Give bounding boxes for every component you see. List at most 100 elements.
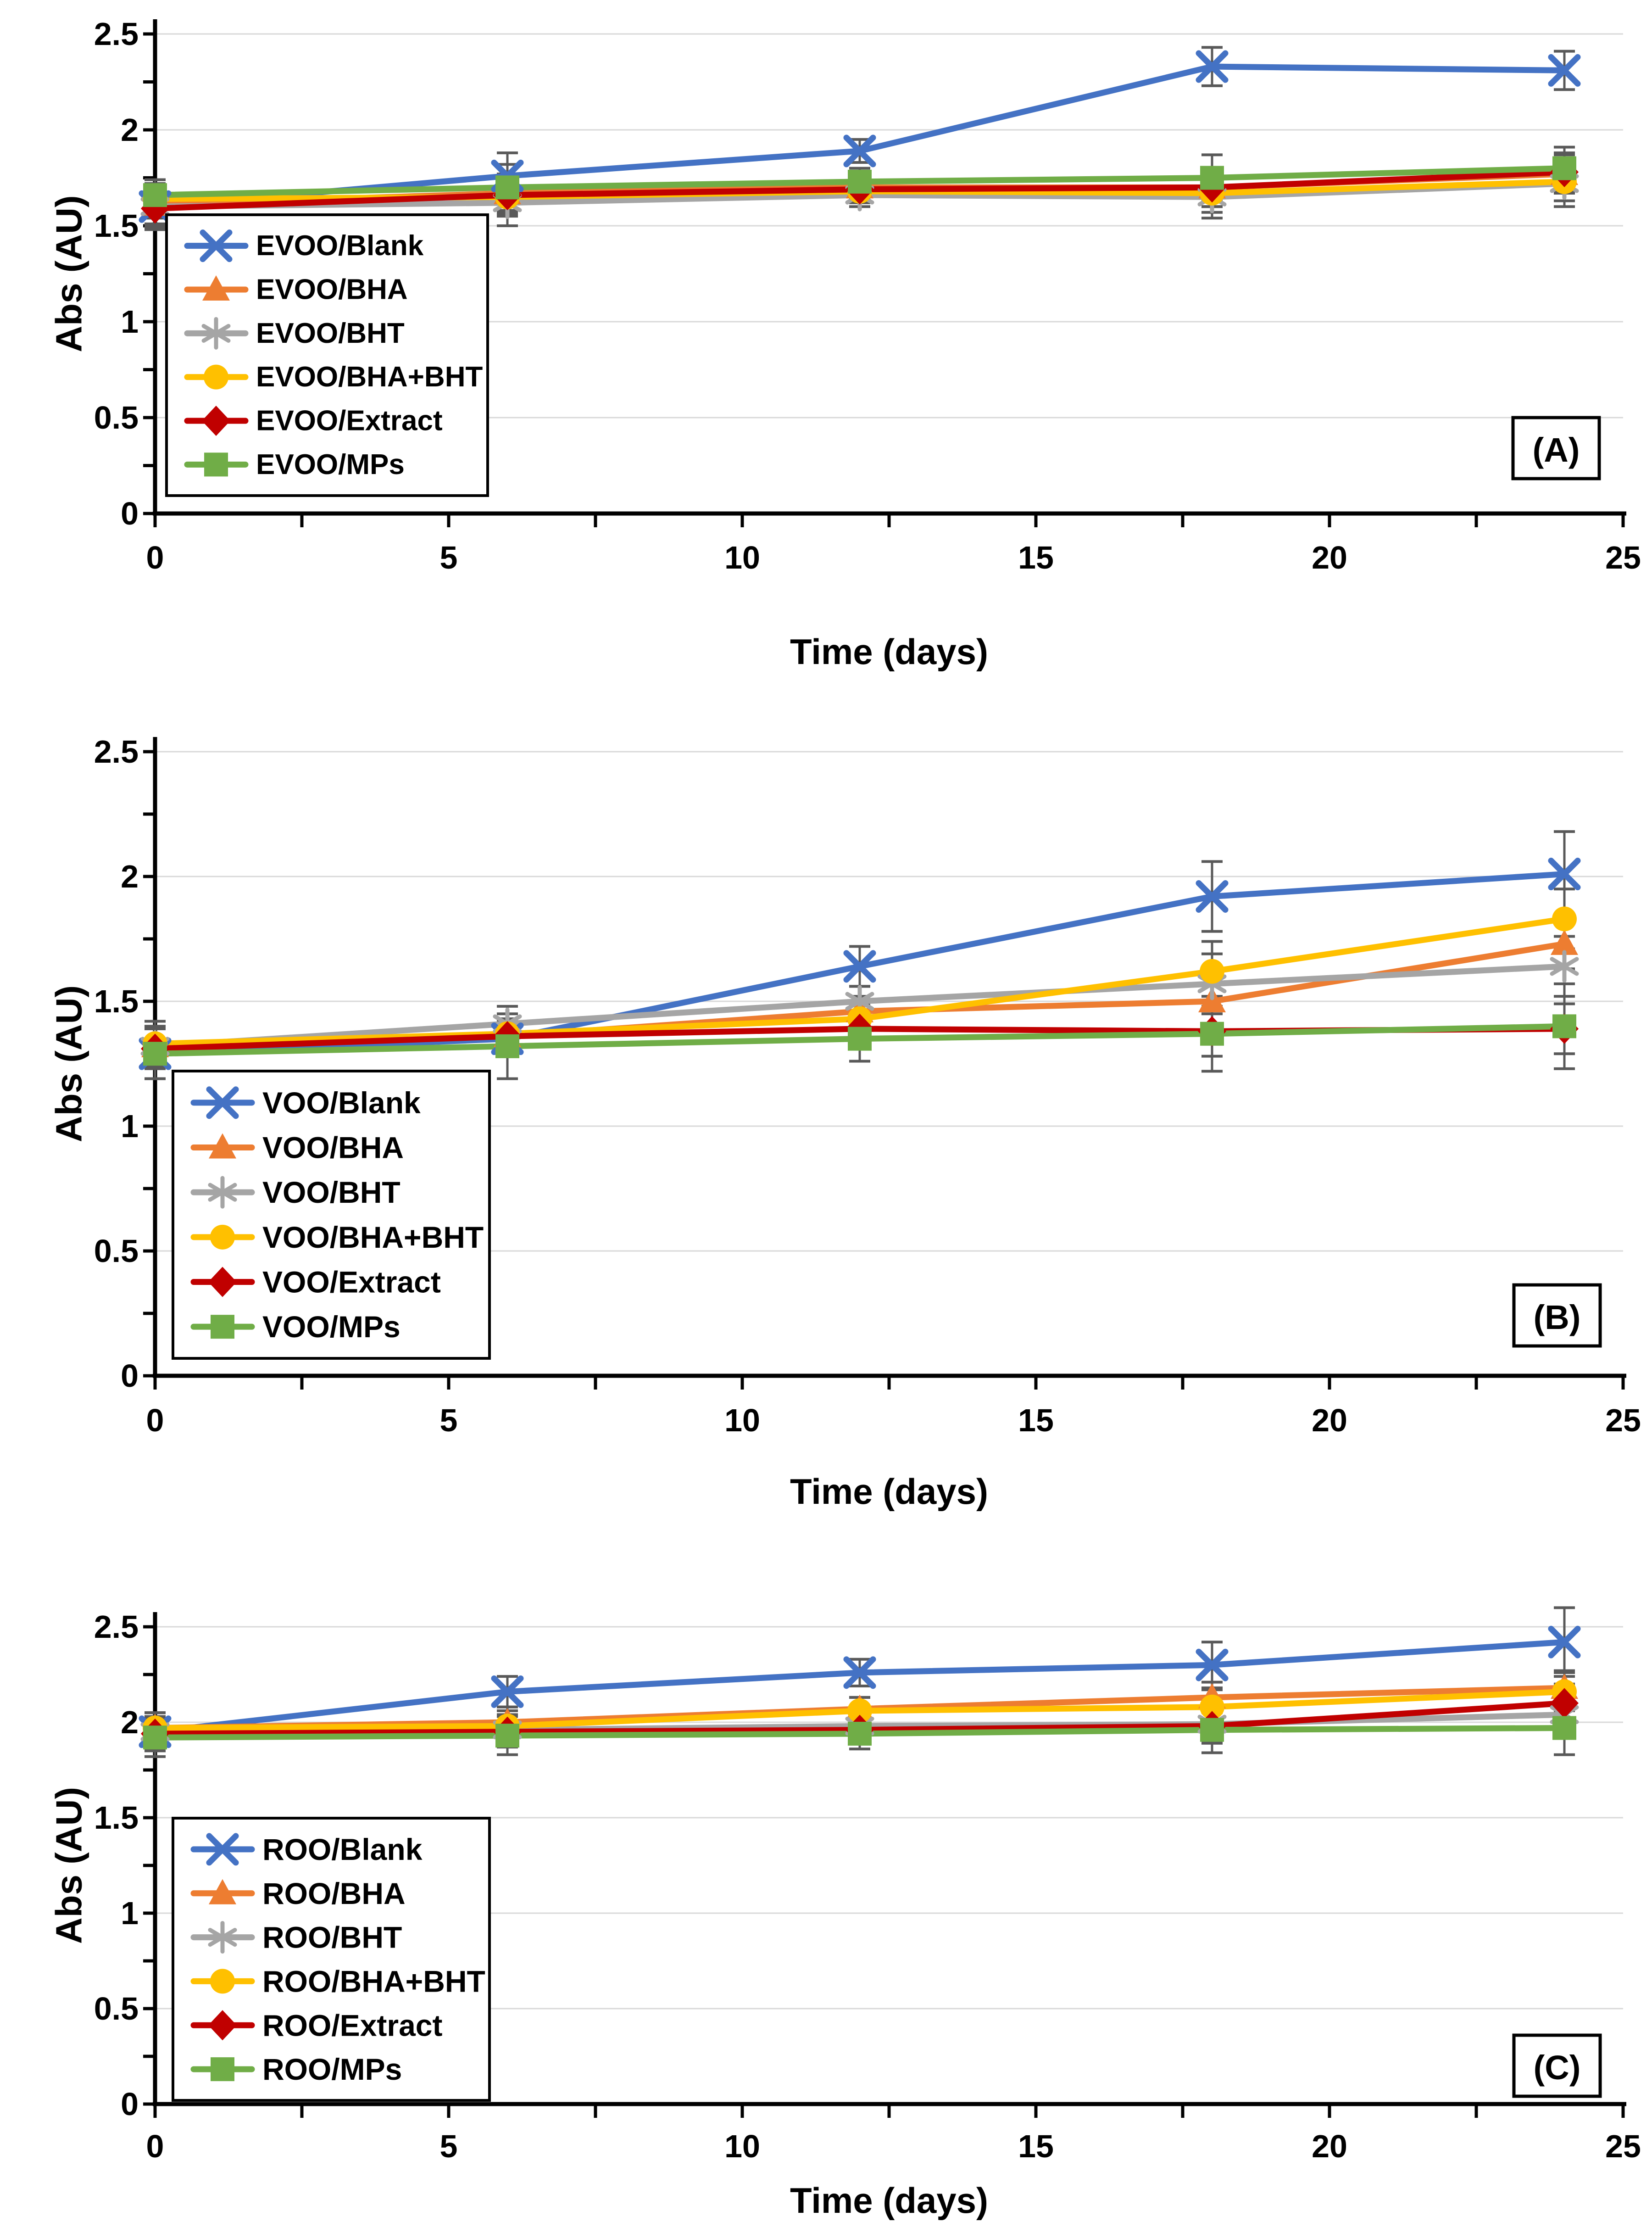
legend-item-roo-bha-bht: ROO/BHA+BHT — [190, 1964, 485, 1998]
y-tick-label: 1.5 — [94, 208, 139, 244]
x-tick-label: 10 — [724, 1402, 760, 1438]
legend-box — [172, 1070, 491, 1360]
markers-roo-mps — [143, 1716, 1576, 1750]
x-axis-tick-labels: 0 5 10 15 20 25 — [146, 1402, 1641, 1438]
legend-item-roo-mps: ROO/MPs — [190, 2052, 402, 2086]
x-axis-tick-labels: 0 5 10 15 20 25 — [146, 540, 1641, 575]
y-axis-tick-labels: 0 0.5 1 1.5 2 2.5 — [94, 16, 139, 531]
panel-label: (C) — [1534, 2049, 1581, 2087]
panel-label: (B) — [1534, 1298, 1581, 1336]
x-tick-label: 25 — [1605, 1402, 1641, 1438]
y-tick-label: 0.5 — [94, 400, 139, 435]
y-tick-label: 1 — [121, 304, 139, 340]
y-tick-label: 0 — [121, 2086, 139, 2122]
legend-label: EVOO/BHA — [256, 274, 408, 306]
legend-label: VOO/BHA — [262, 1131, 404, 1165]
legend-box — [172, 1817, 491, 2102]
legend-item-evoo-bht: EVOO/BHT — [184, 317, 405, 350]
legend-item-evoo-bha: EVOO/BHA — [184, 274, 408, 306]
legend-label: VOO/BHT — [262, 1175, 400, 1209]
legend-item-voo-bha: VOO/BHA — [190, 1131, 404, 1165]
legend-label: VOO/BHA+BHT — [262, 1220, 484, 1254]
x-axis-tick-labels: 0 5 10 15 20 25 — [146, 2128, 1641, 2164]
y-tick-label: 2 — [121, 1704, 139, 1740]
x-tick-label: 0 — [146, 2128, 164, 2164]
x-tick-label: 20 — [1312, 540, 1347, 575]
legend-label: ROO/BHA — [262, 1876, 406, 1910]
legend-item-roo-bha: ROO/BHA — [190, 1876, 406, 1910]
chart-panel-a: 0 0.5 1 1.5 2 2.5 0 5 10 15 20 25 Time (days) Abs (AU… — [49, 16, 1641, 672]
panel-label-box-c: (C) — [1512, 2033, 1602, 2098]
legend-label: VOO/Blank — [262, 1086, 421, 1120]
legend-item-evoo-mps: EVOO/MPs — [184, 449, 405, 480]
legend-item-roo-extract: ROO/Extract — [190, 2008, 442, 2042]
legend-label: EVOO/Extract — [256, 405, 443, 437]
legend-label: ROO/Blank — [262, 1832, 423, 1866]
legend-item-roo-blank: ROO/Blank — [190, 1832, 423, 1866]
legend-label: EVOO/MPs — [256, 449, 405, 480]
y-tick-label: 0.5 — [94, 1991, 139, 2026]
legend-label: ROO/Extract — [262, 2008, 442, 2042]
legend-label: VOO/Extract — [262, 1265, 441, 1299]
legend: ROO/Blank ROO/BHA ROO/BHT ROO/BHA+BHT ROO/Ex… — [172, 1817, 491, 2102]
y-tick-label: 2 — [121, 859, 139, 894]
y-tick-label: 1.5 — [94, 1800, 139, 1836]
y-tick-label: 1.5 — [94, 983, 139, 1019]
legend-label: EVOO/BHT — [256, 318, 405, 349]
panel-label-box-a: (A) — [1511, 416, 1601, 480]
legend-item-voo-bha-bht: VOO/BHA+BHT — [190, 1220, 484, 1254]
legend-label: ROO/BHA+BHT — [262, 1964, 485, 1998]
chart-panel-c: 0 0.5 1 1.5 2 2.5 0 5 10 15 20 25 Time (days) Abs (AU… — [49, 1606, 1641, 2221]
y-tick-label: 2 — [121, 112, 139, 148]
x-tick-label: 15 — [1018, 2128, 1054, 2164]
legend-label: EVOO/BHA+BHT — [256, 361, 483, 393]
axes — [143, 1612, 1626, 2118]
y-tick-label: 1 — [121, 1108, 139, 1144]
x-axis-title: Time (days) — [790, 1471, 988, 1512]
x-tick-label: 20 — [1312, 1402, 1347, 1438]
x-tick-label: 5 — [440, 540, 458, 575]
panel-label-box-b: (B) — [1512, 1283, 1602, 1348]
y-tick-label: 2.5 — [94, 734, 139, 770]
markers-evoo-mps — [143, 156, 1576, 207]
y-tick-label: 2.5 — [94, 16, 139, 52]
y-tick-label: 2.5 — [94, 1609, 139, 1645]
chart-panel-b: 0 0.5 1 1.5 2 2.5 0 5 10 15 20 25 Time (days) Abs (AU… — [49, 734, 1641, 1512]
x-tick-label: 5 — [440, 2128, 458, 2164]
legend-item-evoo-extract: EVOO/Extract — [184, 405, 443, 437]
x-tick-label: 15 — [1018, 540, 1054, 575]
x-axis-title: Time (days) — [790, 631, 988, 672]
x-tick-label: 25 — [1605, 540, 1641, 575]
panel-label: (A) — [1533, 431, 1580, 469]
y-axis-title: Abs (AU) — [49, 1787, 89, 1944]
y-axis-title: Abs (AU) — [49, 985, 89, 1142]
y-tick-label: 1 — [121, 1895, 139, 1931]
y-tick-label: 0 — [121, 496, 139, 531]
x-axis-title: Time (days) — [790, 2180, 988, 2221]
legend-label: ROO/MPs — [262, 2052, 402, 2086]
x-tick-label: 0 — [146, 1402, 164, 1438]
legend-item-voo-blank: VOO/Blank — [190, 1086, 421, 1120]
legend-item-evoo-bha-bht: EVOO/BHA+BHT — [184, 361, 483, 393]
y-axis-tick-labels: 0 0.5 1 1.5 2 2.5 — [94, 734, 139, 1394]
x-tick-label: 0 — [146, 540, 164, 575]
x-tick-label: 5 — [440, 1402, 458, 1438]
x-tick-label: 20 — [1312, 2128, 1347, 2164]
legend-item-voo-bht: VOO/BHT — [190, 1175, 400, 1209]
x-tick-label: 10 — [724, 2128, 760, 2164]
legend-item-evoo-blank: EVOO/Blank — [184, 229, 424, 262]
legend-label: VOO/MPs — [262, 1310, 400, 1344]
markers-voo-mps — [143, 1014, 1576, 1066]
legend-item-roo-bht: ROO/BHT — [190, 1920, 402, 1954]
y-axis-title: Abs (AU) — [49, 195, 89, 352]
x-tick-label: 10 — [724, 540, 760, 575]
legend-box — [165, 213, 489, 497]
y-tick-label: 0.5 — [94, 1233, 139, 1269]
legend-label: EVOO/Blank — [256, 230, 424, 262]
legend-item-voo-extract: VOO/Extract — [190, 1265, 441, 1299]
y-tick-label: 0 — [121, 1358, 139, 1394]
x-tick-label: 25 — [1605, 2128, 1641, 2164]
legend-label: ROO/BHT — [262, 1920, 402, 1954]
